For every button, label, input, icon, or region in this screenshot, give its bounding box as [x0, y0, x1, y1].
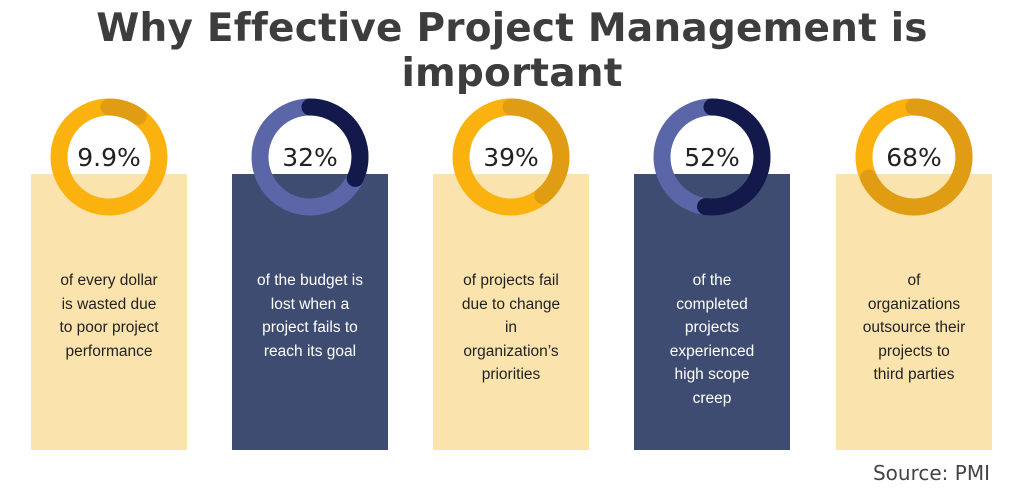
stat-description-line: creep: [692, 389, 732, 407]
stat-description-line: in: [504, 319, 518, 336]
donut-value-label: 39%: [483, 142, 539, 172]
stat-description: of organizations outsource their projects t…: [848, 269, 980, 387]
stat-description-line: third parties: [873, 366, 955, 383]
donut-svg: [653, 98, 771, 216]
stat-description-line: completed: [676, 295, 748, 313]
donut-value-label: 52%: [684, 142, 740, 172]
stat-description-line: due to change: [461, 295, 561, 313]
donut-svg: [452, 98, 570, 216]
stat-description-line: high scope: [674, 366, 750, 383]
stat-description-line: of projects fail: [463, 272, 559, 289]
stat-description-line: priorities: [481, 366, 541, 383]
donut-value-label: 68%: [886, 142, 942, 172]
stat-description-line: lost when a: [270, 295, 350, 313]
source-label: Source: PMI: [872, 461, 990, 485]
stat-description-line: of the: [692, 272, 732, 289]
stat-card: of the budget is lost when a project fails…: [232, 174, 388, 450]
donut-chart: 68%: [855, 98, 973, 216]
stat-description-line: performance: [65, 342, 153, 360]
donut-chart: 32%: [251, 98, 369, 216]
stat-description-line: projects: [684, 319, 740, 336]
stat-description-line: organization’s: [463, 342, 559, 360]
stat-description-line: to poor project: [59, 319, 159, 336]
stat-description-line: projects to: [878, 342, 950, 360]
page-title: Why Effective Project Management is impo…: [96, 6, 928, 96]
stat-description-line: organizations: [867, 295, 961, 313]
donut-chart: 39%: [452, 98, 570, 216]
donut-value-arc: [653, 98, 771, 216]
donut-value-arc: [452, 98, 570, 216]
donut-value-arc: [855, 98, 973, 216]
donut-svg: [251, 98, 369, 216]
stat-description-line: reach its goal: [263, 342, 357, 360]
donut-value-arc: [50, 98, 168, 216]
stat-card: of the completed projects experienced high s…: [634, 174, 790, 450]
donut-svg: [50, 98, 168, 216]
stat-card: of every dollar is wasted due to poor proj…: [31, 174, 187, 450]
donut-value-arc: [251, 98, 369, 216]
donut-svg: [855, 98, 973, 216]
stat-description-line: is wasted due: [61, 295, 157, 313]
donut-chart: 52%: [653, 98, 771, 216]
donut-value-label: 32%: [282, 142, 338, 172]
stat-card: of projects fail due to change in organizat…: [433, 174, 589, 450]
stat-description-line: of the budget is: [257, 272, 363, 289]
stat-description-line: of every dollar: [60, 272, 158, 289]
donut-value-label: 9.9%: [77, 142, 141, 172]
donut-chart: 9.9%: [50, 98, 168, 216]
stat-card: of organizations outsource their projects t…: [836, 174, 992, 450]
stat-description: of the completed projects experienced high s…: [646, 269, 778, 410]
stat-description-line: outsource their: [862, 319, 966, 336]
stat-description-line: project fails to: [262, 319, 358, 336]
stat-description: of every dollar is wasted due to poor proj…: [43, 269, 175, 363]
stat-description-line: of: [907, 272, 921, 289]
stat-description: of the budget is lost when a project fails…: [244, 269, 376, 363]
stat-description-line: experienced: [669, 342, 755, 360]
stat-description: of projects fail due to change in organizat…: [445, 269, 577, 387]
